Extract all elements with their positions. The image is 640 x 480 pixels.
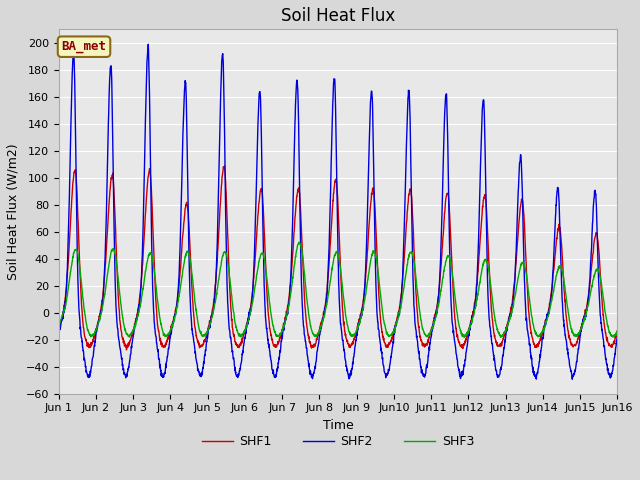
SHF1 [55,327,63,333]
Line: SHF2: SHF2 [59,44,618,379]
SHF1 [501,332,509,338]
SHF3 [501,330,509,336]
Line: SHF1: SHF1 [59,166,618,350]
SHF2 [568,376,576,382]
Y-axis label: Soil Heat Flux (W/m2): Soil Heat Flux (W/m2) [7,143,20,280]
SHF3 [367,260,374,265]
SHF2 [355,323,362,328]
SHF3 [461,335,468,340]
SHF2 [211,296,219,302]
Text: BA_met: BA_met [61,40,106,53]
SHF2 [500,343,508,348]
SHF3 [564,311,572,316]
SHF2 [367,98,374,104]
SHF1 [123,347,131,353]
SHF3 [614,328,621,334]
SHF2 [55,334,63,340]
Legend: SHF1, SHF2, SHF3: SHF1, SHF2, SHF3 [197,430,479,453]
Line: SHF3: SHF3 [59,242,618,337]
SHF1 [367,201,374,206]
SHF2 [145,41,152,47]
SHF3 [580,316,588,322]
Title: Soil Heat Flux: Soil Heat Flux [281,7,395,25]
SHF1 [564,330,572,336]
SHF1 [580,314,588,320]
SHF3 [355,324,362,329]
SHF1 [221,163,228,169]
SHF2 [580,315,588,321]
SHF3 [55,323,63,329]
SHF3 [295,240,303,245]
SHF2 [564,350,572,356]
X-axis label: Time: Time [323,419,353,432]
SHF3 [211,303,218,309]
SHF2 [614,335,621,340]
SHF1 [211,288,219,294]
SHF1 [614,328,621,334]
SHF1 [355,321,362,327]
